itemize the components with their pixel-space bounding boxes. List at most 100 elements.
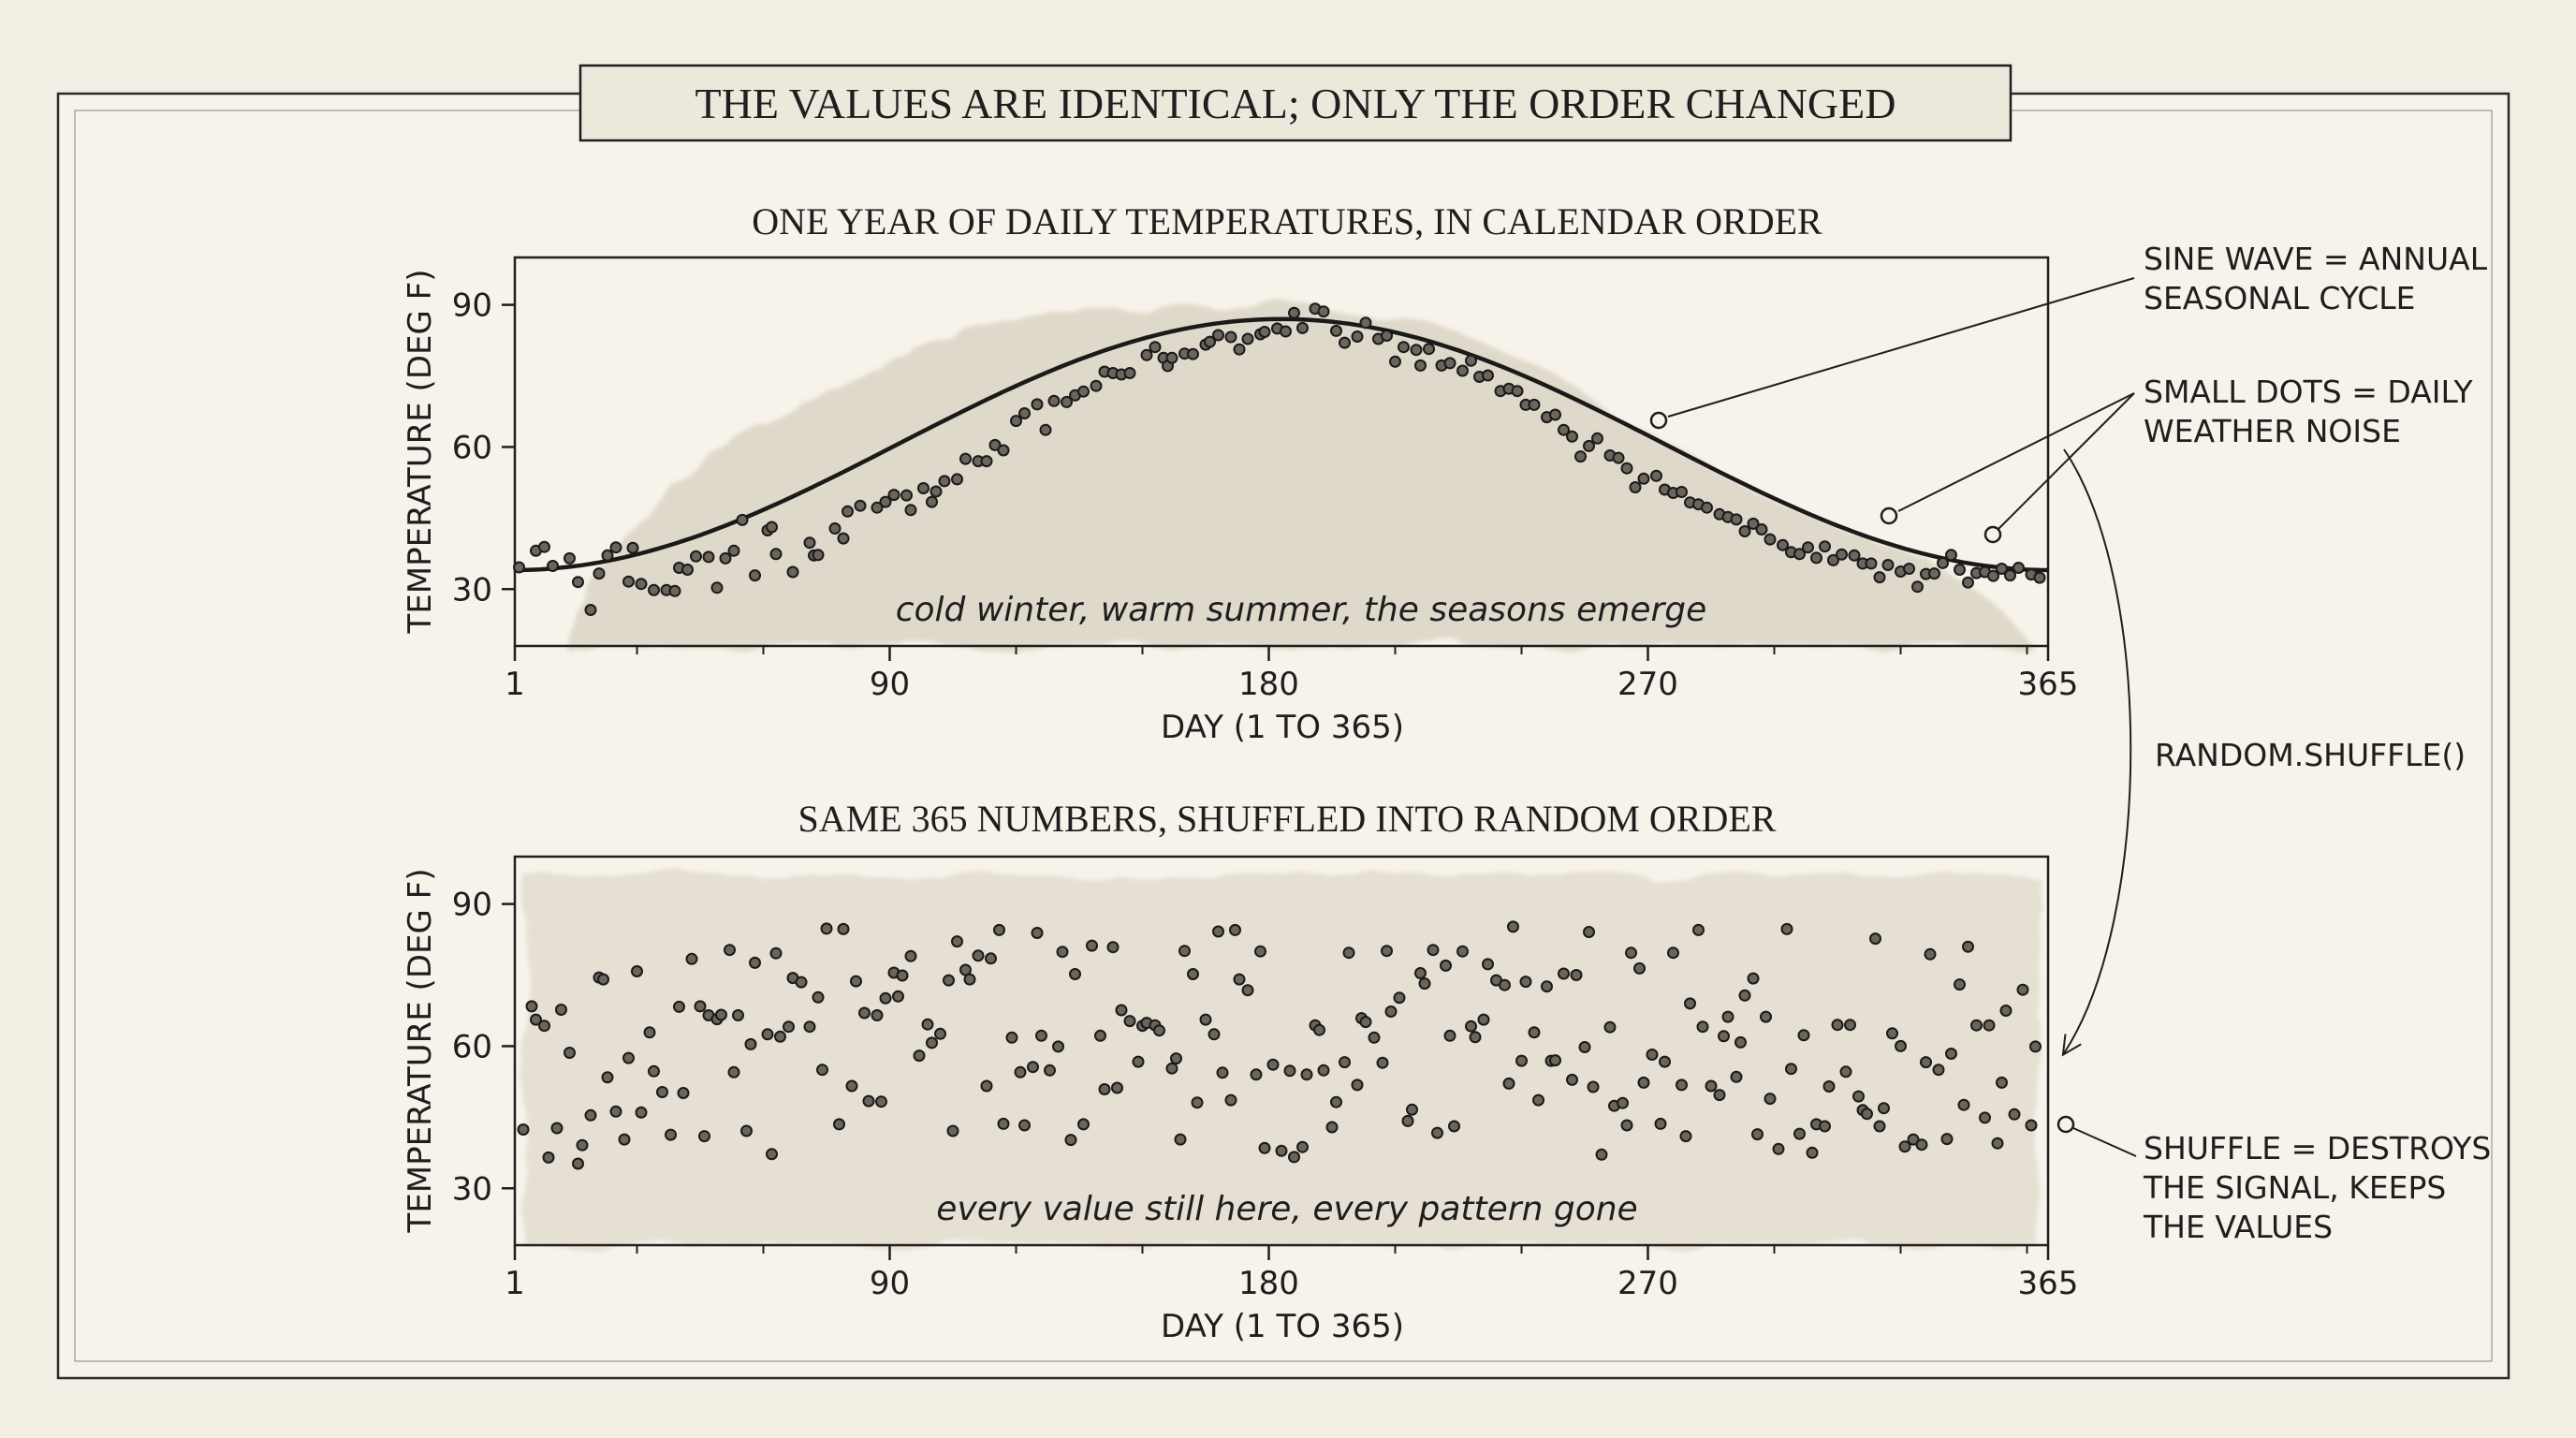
data-point — [1465, 1020, 1477, 1033]
plot-frame — [513, 855, 2050, 1247]
main-title: THE VALUES ARE IDENTICAL; ONLY THE ORDER… — [695, 80, 1896, 127]
data-point — [740, 1124, 753, 1137]
tick-group: 1 90 180 270 365 30 60 90 — [452, 287, 2079, 703]
leader-line — [1667, 277, 2135, 418]
data-point — [1903, 563, 1915, 575]
data-point — [724, 944, 736, 957]
data-point — [1612, 451, 1625, 464]
curved-arrow — [2061, 448, 2132, 1057]
data-point — [951, 935, 963, 948]
data-point — [1456, 945, 1469, 958]
data-point — [943, 974, 955, 987]
data-point — [862, 1094, 875, 1108]
data-point — [593, 567, 606, 580]
data-point — [1549, 1054, 1561, 1067]
annotation-text: THE SIGNAL, KEEPS — [2143, 1169, 2446, 1206]
data-point — [1945, 549, 1957, 562]
data-point — [2008, 1108, 2021, 1121]
data-point — [761, 1028, 774, 1041]
data-point — [951, 473, 963, 486]
data-point — [538, 540, 550, 553]
data-point — [1469, 1031, 1482, 1044]
data-point — [1587, 1080, 1600, 1093]
annotation-text: SINE WAVE = ANNUAL — [2144, 241, 2488, 277]
data-point — [845, 1079, 858, 1093]
data-point — [564, 551, 576, 565]
data-point — [1359, 1016, 1372, 1029]
data-point — [828, 522, 842, 535]
data-point — [1987, 569, 1999, 582]
data-point — [1507, 920, 1519, 933]
data-point — [1456, 364, 1469, 377]
data-point — [1637, 1076, 1650, 1089]
data-point — [1288, 1151, 1300, 1164]
data-point — [1254, 945, 1266, 958]
data-point — [1764, 533, 1777, 546]
data-point — [1440, 959, 1452, 972]
tick-group: 1 90 180 270 365 30 60 90 — [452, 887, 2079, 1302]
data-point — [1937, 556, 1949, 569]
data-point — [1844, 1019, 1856, 1032]
data-point — [538, 1020, 550, 1033]
data-point — [1448, 1120, 1460, 1133]
data-point — [1684, 997, 1696, 1010]
data-point — [1325, 1121, 1339, 1134]
data-point — [1376, 1056, 1389, 1069]
data-point — [681, 564, 694, 576]
data-point — [1898, 1140, 1911, 1153]
y-tick-label: 90 — [452, 887, 492, 924]
data-point — [1233, 973, 1246, 986]
data-point — [1465, 354, 1477, 367]
data-point — [1730, 1070, 1743, 1083]
data-point — [576, 1138, 589, 1152]
data-point — [1069, 968, 1081, 980]
data-point — [1368, 1031, 1381, 1044]
point-group — [513, 302, 2046, 616]
data-point — [1086, 939, 1098, 952]
data-point — [1881, 559, 1895, 571]
data-point — [1047, 394, 1061, 407]
data-point — [1772, 1142, 1785, 1155]
data-point — [1907, 1133, 1920, 1146]
data-point — [1477, 1013, 1490, 1026]
data-point — [1962, 576, 1974, 589]
leader-line — [2072, 1127, 2137, 1157]
data-point — [1848, 549, 1861, 562]
data-point — [1061, 395, 1073, 408]
data-point — [1288, 306, 1300, 319]
data-point — [564, 1047, 576, 1059]
data-point — [850, 975, 862, 988]
data-point — [727, 1065, 740, 1078]
data-point — [1165, 351, 1178, 364]
data-point — [1482, 958, 1494, 971]
y-axis-label: TEMPERATURE (DEG F) — [402, 869, 439, 1234]
data-point — [749, 956, 761, 969]
data-point — [1018, 407, 1031, 419]
data-point — [1280, 325, 1292, 338]
data-point — [1317, 1064, 1330, 1077]
data-point — [1094, 1029, 1106, 1042]
data-point — [749, 569, 761, 582]
data-point — [1212, 925, 1224, 938]
data-point — [769, 548, 783, 561]
data-point — [766, 521, 778, 534]
data-point — [1389, 355, 1401, 368]
data-point — [1793, 548, 1806, 561]
data-point — [795, 976, 808, 989]
data-point — [1342, 946, 1355, 960]
data-point — [1861, 1108, 1873, 1121]
data-point — [1330, 1095, 1342, 1108]
data-point — [622, 575, 635, 588]
annotation-text: SMALL DOTS = DAILY — [2144, 374, 2474, 410]
data-point — [1149, 341, 1162, 354]
data-point — [542, 1151, 555, 1164]
data-point — [1330, 324, 1342, 337]
data-point — [1603, 1020, 1617, 1034]
data-point — [1650, 469, 1662, 482]
data-point — [673, 1000, 685, 1013]
data-point — [1810, 551, 1822, 565]
data-point — [1359, 316, 1372, 330]
data-point — [1208, 1028, 1221, 1041]
data-point — [1617, 1096, 1629, 1109]
data-point — [1932, 1064, 1945, 1077]
